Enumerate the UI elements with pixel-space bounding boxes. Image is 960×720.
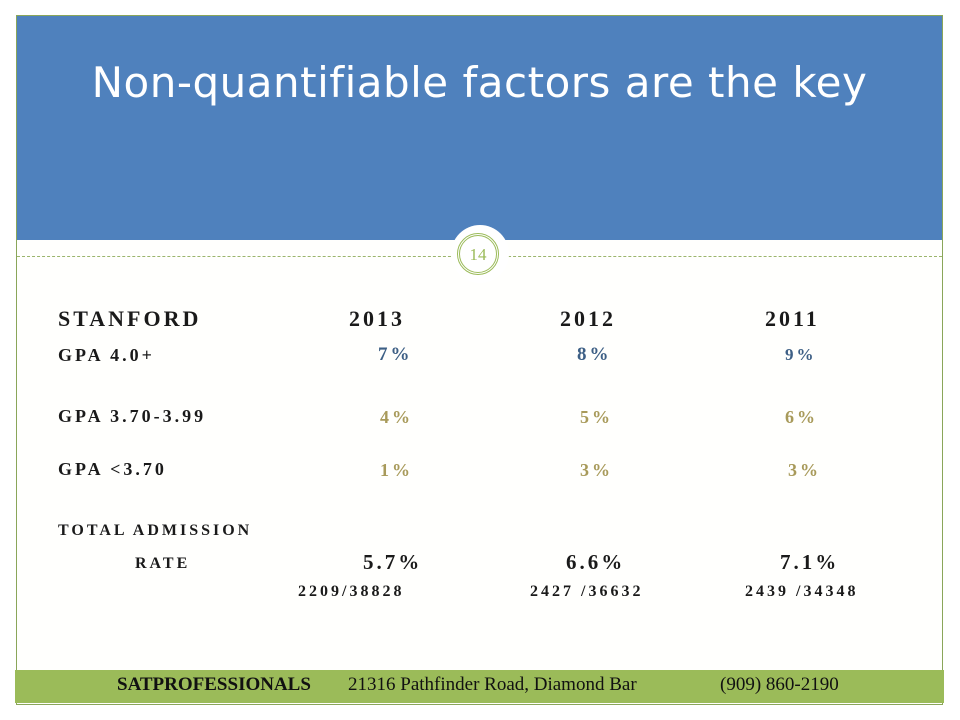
total-label: TOTAL ADMISSION [58,522,253,539]
cell-value: 7% [378,344,413,365]
title-banner: Non-quantifiable factors are the key [17,16,942,240]
table-header-2011: 2011 [765,306,820,331]
row-label: GPA <3.70 [58,459,167,479]
table-header-2012: 2012 [560,306,616,331]
total-rate: 7.1% [780,550,840,574]
cell-value: 1% [380,460,413,480]
total-rate: 5.7% [363,550,423,574]
slide-number: 14 [457,233,499,275]
cell-value: 4% [380,407,413,427]
admit-fraction: 2427 /36632 [530,583,644,600]
cell-value: 6% [785,407,818,427]
total-rate: 6.6% [566,550,626,574]
footer-company: SATPROFESSIONALS [117,674,311,695]
footer-address: 21316 Pathfinder Road, Diamond Bar [348,674,637,695]
footer-phone: (909) 860-2190 [720,674,839,695]
total-label-rate: RATE [135,555,191,572]
table-header-school: STANFORD [58,306,202,331]
footer-bar: SATPROFESSIONALS 21316 Pathfinder Road, … [15,670,944,703]
row-label: GPA 3.70-3.99 [58,406,207,426]
row-label: GPA 4.0+ [58,345,155,365]
cell-value: 8% [577,344,612,365]
cell-value: 3% [580,460,613,480]
slide-title: Non-quantifiable factors are the key [91,58,868,107]
admit-fraction: 2209/38828 [298,583,405,600]
table-header-2013: 2013 [349,306,405,331]
admit-fraction: 2439 /34348 [745,583,859,600]
cell-value: 5% [580,407,613,427]
cell-value: 9% [785,345,817,364]
cell-value: 3% [788,460,821,480]
